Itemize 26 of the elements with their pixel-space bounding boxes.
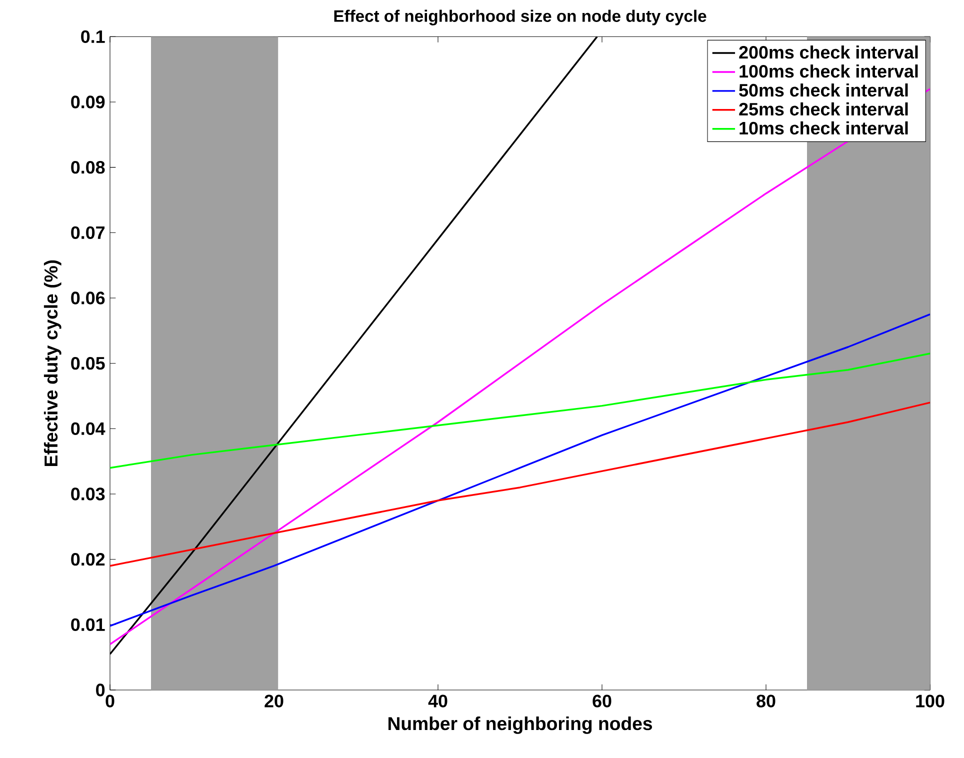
x-tick-label: 20 xyxy=(264,694,284,708)
x-tick-label: 60 xyxy=(592,694,612,708)
y-axis-title: Effective duty cycle (%) xyxy=(44,260,62,466)
y-tick-label: 0.02 xyxy=(71,552,105,566)
x-tick-label: 0 xyxy=(106,694,114,708)
legend-label: 25ms check interval xyxy=(739,102,908,116)
y-tick-label: 0.07 xyxy=(71,226,105,240)
y-tick-label: 0.09 xyxy=(71,96,105,108)
legend-label: 50ms check interval xyxy=(739,83,908,97)
y-tick-label: 0.01 xyxy=(71,618,105,632)
y-tick-label: 0.05 xyxy=(71,356,105,370)
x-axis-title: Number of neighboring nodes xyxy=(388,716,652,734)
y-tick-label: 0.06 xyxy=(71,292,105,304)
x-tick-label: 80 xyxy=(756,694,776,708)
legend-label: 100ms check interval xyxy=(740,64,918,78)
legend-label: 10ms check interval xyxy=(740,121,908,135)
y-tick-label: 0 xyxy=(96,684,105,696)
y-tick-label: 0.08 xyxy=(71,160,105,174)
y-tick-label: 0.03 xyxy=(71,488,105,500)
chart-title: Effect of neighborhood size on node duty cycle xyxy=(334,10,706,26)
x-tick-label: 40 xyxy=(428,694,448,708)
line-series xyxy=(110,352,930,469)
legend-label: 200ms check interval xyxy=(739,46,918,59)
y-tick-label: 0.04 xyxy=(71,422,106,436)
x-tick-label: 100 xyxy=(916,694,944,708)
y-tick-label: 0.1 xyxy=(81,30,105,43)
